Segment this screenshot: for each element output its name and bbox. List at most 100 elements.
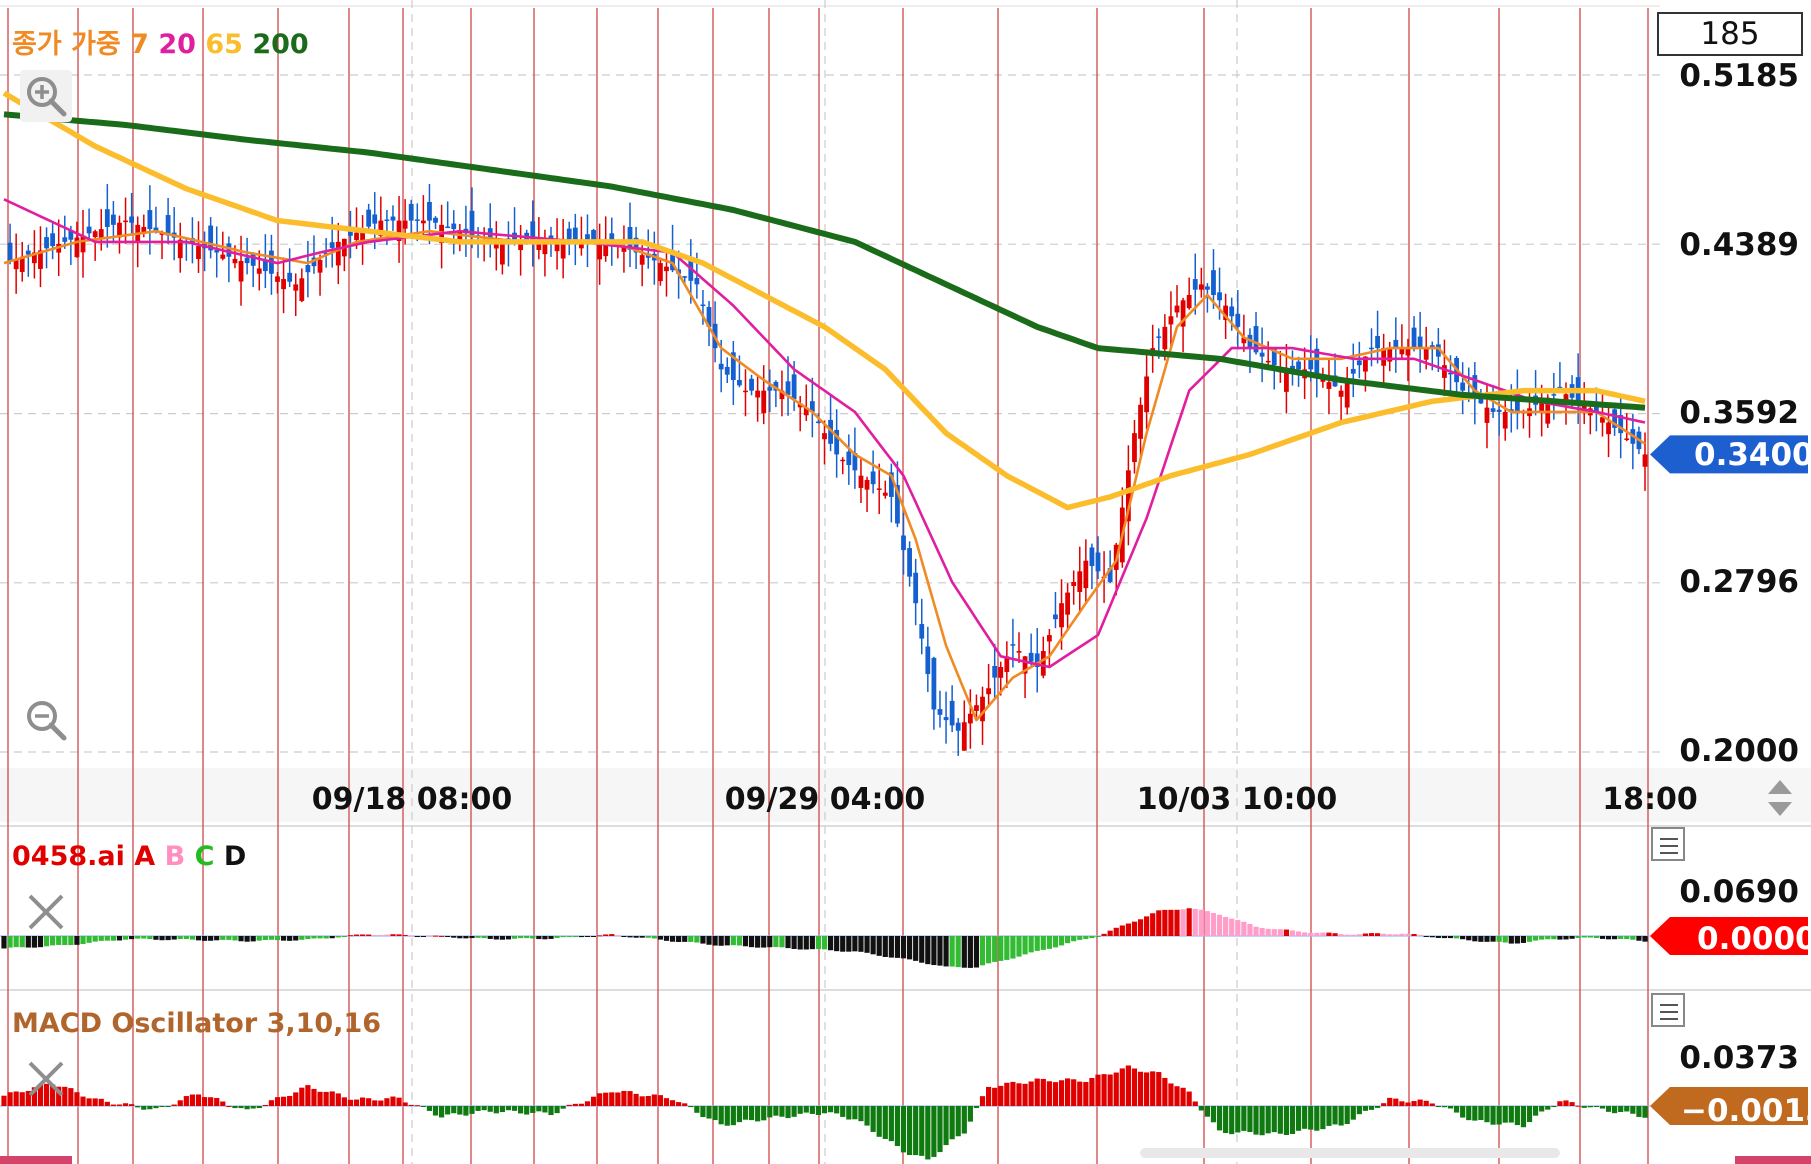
candle-body xyxy=(1539,401,1545,413)
indicator1-bar xyxy=(603,934,609,936)
header-value-box[interactable]: 185 xyxy=(1657,12,1803,56)
candle-body xyxy=(256,268,262,274)
close-icon[interactable] xyxy=(26,1059,66,1099)
candle-body xyxy=(433,217,438,223)
indicator2-bar xyxy=(1137,1071,1144,1106)
indicator1-bar xyxy=(797,936,803,950)
indicator1-bar xyxy=(809,936,815,950)
indicator2-bar xyxy=(1514,1106,1520,1126)
indicator1-bar xyxy=(803,936,809,950)
indicator2-bar xyxy=(1065,1078,1071,1106)
candle-body xyxy=(1581,404,1587,410)
candle-body xyxy=(1053,614,1058,620)
indicator2-bar xyxy=(86,1098,92,1106)
indicator2-bar xyxy=(1326,1106,1332,1126)
indicator1-bar xyxy=(1350,934,1356,936)
indicator2-bar xyxy=(372,1100,378,1106)
indicator2-bar xyxy=(1490,1106,1496,1125)
candle-body xyxy=(1338,390,1344,397)
indicator2-bar xyxy=(919,1106,925,1156)
indicator2-menu-icon[interactable] xyxy=(1651,993,1685,1027)
indicator2-bar xyxy=(1083,1081,1089,1106)
indicator2-bar xyxy=(1295,1106,1302,1131)
candle-body xyxy=(1375,336,1380,349)
indicator2-bar xyxy=(1593,1106,1599,1107)
indicator1-menu-icon[interactable] xyxy=(1651,827,1685,861)
candle-body xyxy=(1083,560,1089,589)
indicator2-bar xyxy=(305,1085,311,1106)
candle-body xyxy=(1435,344,1441,357)
indicator1-bar xyxy=(1387,934,1393,936)
indicator2-bar xyxy=(785,1106,791,1119)
indicator2-bar xyxy=(31,1087,37,1106)
indicator2-bar xyxy=(913,1106,919,1156)
candle-body xyxy=(530,221,536,242)
indicator2-bar xyxy=(366,1098,372,1106)
indicator2-bar xyxy=(451,1106,457,1114)
indicator1-bar xyxy=(748,936,755,948)
indicator2-bar xyxy=(378,1100,384,1106)
indicator2-bar xyxy=(590,1096,597,1106)
indicator1-bar xyxy=(834,936,840,952)
candle-body xyxy=(1132,433,1137,463)
candle-body xyxy=(1606,422,1611,435)
candle-body xyxy=(50,233,56,247)
indicator2-bar xyxy=(858,1106,864,1122)
indicator2-bar xyxy=(627,1091,633,1106)
sort-arrows-icon[interactable] xyxy=(1765,776,1795,820)
indicator1-bar xyxy=(992,936,998,962)
indicator1-bar xyxy=(530,936,536,939)
indicator1-bar xyxy=(463,936,469,939)
indicator1-bar xyxy=(1314,932,1320,936)
indicator1-bar xyxy=(359,934,366,936)
indicator1-bar xyxy=(1332,933,1338,936)
indicator2-bar xyxy=(998,1085,1004,1106)
candle-body xyxy=(937,709,943,715)
candle-body xyxy=(858,475,864,488)
candle-body xyxy=(384,219,390,222)
candle-body xyxy=(1046,635,1052,642)
indicator1-bar xyxy=(153,936,159,940)
close-icon[interactable] xyxy=(26,892,66,932)
candle-body xyxy=(700,304,706,307)
indicator2-bar xyxy=(657,1095,663,1106)
zoom-in-icon[interactable] xyxy=(20,70,72,122)
indicator1-bar xyxy=(584,936,591,937)
indicator2-bar xyxy=(931,1106,937,1157)
candle-body xyxy=(86,226,92,234)
indicator2-bar xyxy=(1466,1106,1472,1121)
indicator1-letter-d: D xyxy=(223,841,247,872)
indicator2-bar xyxy=(1533,1106,1539,1116)
indicator1-bar xyxy=(177,936,183,940)
indicator2-bar xyxy=(7,1092,13,1106)
indicator1-badge xyxy=(1650,917,1808,955)
candle-body xyxy=(372,214,378,224)
indicator2-bar xyxy=(1235,1106,1241,1133)
indicator2-bar xyxy=(615,1092,621,1106)
indicator2-bar xyxy=(1,1095,7,1106)
candle-body xyxy=(1417,336,1423,349)
candle-body xyxy=(791,374,797,400)
indicator2-bar xyxy=(1624,1106,1630,1112)
indicator2-bar xyxy=(1198,1106,1204,1111)
candle-body xyxy=(305,265,311,273)
legend-period-7: 7 xyxy=(130,29,149,60)
indicator1-bar xyxy=(730,936,736,946)
zoom-out-icon[interactable] xyxy=(20,694,72,746)
ma-65-line xyxy=(2,90,1646,511)
indicator2-bar xyxy=(98,1098,104,1106)
candle-body xyxy=(68,230,74,240)
indicator1-bar xyxy=(445,936,451,937)
indicator1-bar xyxy=(384,934,390,936)
indicator2-bar xyxy=(542,1106,548,1113)
indicator2-bar xyxy=(1077,1081,1083,1106)
indicator2-bar xyxy=(1168,1083,1174,1106)
candle-body xyxy=(1010,644,1016,646)
indicator1-bar xyxy=(1563,936,1569,940)
candle-body xyxy=(730,352,736,381)
candle-body xyxy=(749,378,754,391)
candle-body xyxy=(597,241,603,260)
candle-body xyxy=(1125,470,1131,522)
indicator1-bar xyxy=(876,936,882,956)
